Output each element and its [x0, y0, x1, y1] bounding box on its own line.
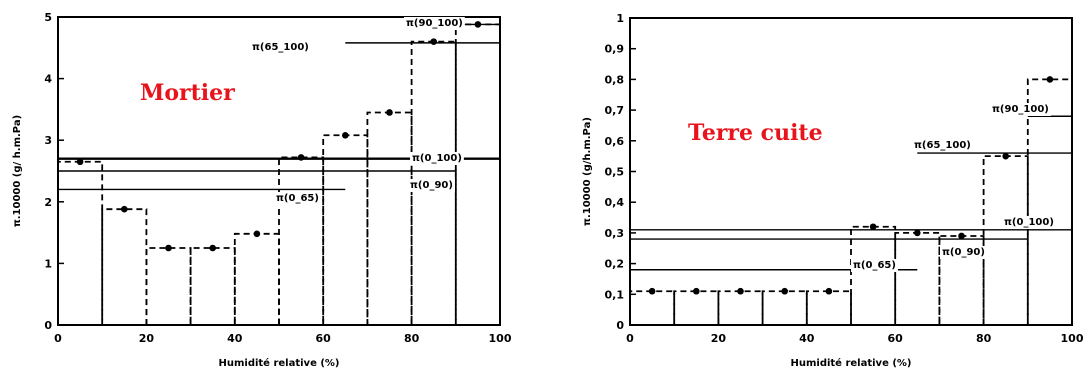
y-tick-label-4: 4	[44, 73, 52, 86]
bar-bin-8	[982, 155, 1029, 325]
bar-bin-5	[278, 156, 325, 325]
average-label-0: π(0_65)	[853, 260, 896, 271]
bar-bin-4	[805, 290, 852, 325]
data-point-3	[781, 287, 788, 295]
data-point-3	[209, 244, 216, 252]
y-tick-label-7: 0,7	[605, 104, 625, 117]
data-point-2	[165, 244, 172, 252]
bar-bin-2	[145, 247, 192, 325]
average-label-bg-2	[1002, 216, 1056, 229]
data-point-5	[297, 154, 305, 161]
y-tick-label-4: 0,4	[605, 196, 625, 209]
y-tick-label-5: 5	[44, 11, 52, 24]
x-tick-label-3: 60	[888, 332, 904, 345]
average-label-bg-3	[250, 41, 311, 54]
data-point-4	[253, 230, 261, 238]
chart-terre-cuite: π(0_65) π(0_90) π(0_100) π(65_100) π(90_100)…	[582, 12, 1084, 369]
average-label-bg-4	[404, 17, 465, 30]
x-tick-label-2: 40	[799, 332, 815, 345]
bar-bin-6	[322, 134, 369, 325]
data-point-9	[1046, 76, 1054, 83]
x-tick-label-2: 40	[227, 332, 243, 345]
data-point-6	[342, 131, 349, 139]
x-tick-label-4: 80	[404, 332, 420, 345]
data-point-8	[430, 38, 438, 45]
x-tick-label-4: 80	[976, 332, 992, 345]
bar-bin-2	[717, 290, 764, 325]
average-label-bg-3	[912, 139, 973, 152]
average-label-2: π(0_100)	[1004, 217, 1054, 228]
plot-frame	[629, 17, 1073, 326]
y-tick-label-3: 0,3	[605, 227, 625, 240]
average-label-1: π(0_90)	[410, 180, 453, 191]
average-label-bg-0	[851, 259, 898, 272]
y-tick-label-0: 0	[44, 319, 52, 332]
average-label-bg-0	[410, 152, 464, 165]
bar-bin-6	[894, 232, 941, 325]
x-tick-label-0: 0	[54, 332, 62, 345]
chart-mortier: π(0_100) π(0_90) π(0_65) π(65_100) π(90_100)…	[12, 11, 512, 369]
average-label-4: π(90_100)	[992, 104, 1049, 115]
data-point-2	[737, 287, 744, 295]
y-tick-label-0: 0	[616, 319, 624, 332]
data-point-1	[693, 287, 700, 295]
bar-bin-1	[673, 290, 720, 325]
x-tick-label-1: 20	[711, 332, 727, 345]
average-label-bg-2	[274, 192, 321, 205]
bar-bin-0	[57, 160, 104, 325]
y-tick-label-10: 1	[616, 12, 624, 25]
chart-title: Mortier	[140, 80, 235, 106]
y-tick-label-8: 0,8	[605, 73, 625, 86]
average-label-bg-1	[940, 246, 987, 259]
data-point-1	[121, 205, 128, 213]
data-point-4	[825, 287, 833, 295]
bar-bin-9	[1026, 78, 1073, 325]
x-tick-label-1: 20	[139, 332, 155, 345]
chart-title: Terre cuite	[688, 120, 823, 146]
x-tick-label-5: 100	[489, 332, 512, 345]
y-tick-label-3: 3	[44, 134, 52, 147]
data-point-5	[869, 223, 877, 231]
average-label-1: π(0_90)	[942, 247, 985, 258]
bar-bin-5	[850, 225, 897, 325]
average-label-bg-1	[408, 179, 455, 192]
data-point-9	[474, 21, 482, 28]
x-axis-label: Humidité relative (%)	[218, 357, 339, 369]
data-point-7	[386, 109, 393, 116]
average-label-3: π(65_100)	[914, 140, 971, 151]
y-tick-label-2: 0,2	[605, 258, 625, 271]
y-axis-label: π.10000 (g/h.m.Pa)	[582, 117, 593, 226]
average-label-3: π(65_100)	[252, 42, 309, 53]
average-label-bg-4	[990, 103, 1051, 116]
y-axis-label: π.10000 (g/ h.m.Pa)	[12, 115, 23, 227]
data-point-0	[648, 287, 656, 295]
bar-bin-3	[189, 247, 236, 325]
bar-bin-9	[454, 23, 501, 325]
data-point-7	[958, 232, 965, 240]
data-point-6	[914, 229, 921, 237]
average-label-2: π(0_65)	[276, 193, 319, 204]
x-axis-label: Humidité relative (%)	[790, 357, 911, 369]
y-tick-label-2: 2	[44, 196, 52, 209]
y-tick-label-9: 0,9	[605, 43, 625, 56]
x-tick-label-3: 60	[316, 332, 332, 345]
average-label-4: π(90_100)	[406, 18, 463, 29]
bar-bin-1	[101, 208, 148, 325]
data-point-0	[76, 158, 84, 166]
y-tick-label-5: 0,5	[605, 166, 625, 179]
bar-bin-4	[233, 232, 280, 325]
x-tick-label-5: 100	[1061, 332, 1084, 345]
y-tick-label-1: 1	[44, 257, 52, 270]
bar-bin-3	[761, 290, 808, 325]
x-tick-label-0: 0	[626, 332, 634, 345]
bar-bin-7	[366, 111, 413, 325]
y-tick-label-6: 0,6	[605, 135, 625, 148]
bar-bin-0	[629, 290, 676, 325]
average-label-0: π(0_100)	[412, 153, 462, 164]
data-point-8	[1002, 152, 1009, 160]
y-tick-label-1: 0,1	[605, 288, 625, 301]
